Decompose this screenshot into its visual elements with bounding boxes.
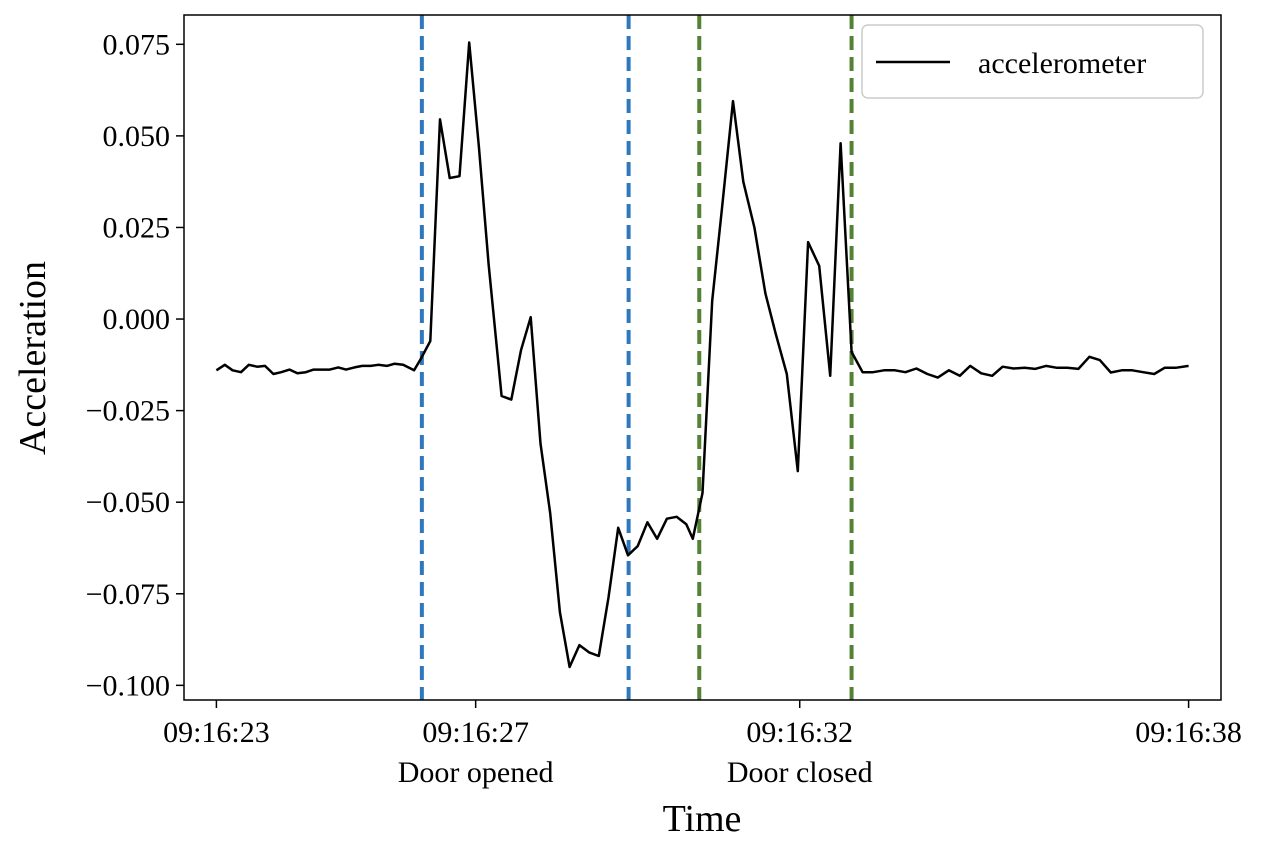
y-axis: 0.075 0.050 0.025 0.000 −0.025 −0.050 −0.075 −0…	[86, 28, 184, 702]
x-tick-label: 09:16:38	[1135, 716, 1242, 749]
series-layer	[215, 41, 1189, 669]
y-tick-label: 0.075	[103, 28, 171, 61]
x-axis-title: Time	[663, 798, 742, 840]
y-axis-title: Acceleration	[12, 261, 54, 455]
x-axis: 09:16:23 09:16:27 09:16:32 09:16:38	[163, 700, 1242, 749]
legend: accelerometer	[861, 24, 1204, 99]
y-tick-label: 0.000	[103, 303, 171, 336]
y-tick-label: −0.050	[86, 486, 170, 519]
plot-frame	[183, 14, 1222, 701]
event-label-2: Door closed	[727, 756, 873, 789]
event-label-1: Door opened	[398, 756, 554, 789]
y-tick-label: −0.075	[86, 578, 170, 611]
x-tick-label: 09:16:32	[746, 716, 853, 749]
x-tick-label: 09:16:27	[422, 716, 529, 749]
series-line-accelerometer	[215, 41, 1189, 669]
legend-label: accelerometer	[978, 47, 1146, 80]
legend-box	[861, 24, 1204, 99]
y-tick-label: 0.025	[103, 211, 171, 244]
y-tick-label: 0.050	[103, 120, 171, 153]
x-tick-label: 09:16:23	[163, 716, 270, 749]
y-tick-label: −0.100	[86, 669, 170, 702]
event-labels: Door opened Door closed	[398, 756, 873, 789]
y-tick-label: −0.025	[86, 395, 170, 428]
event-markers	[419, 15, 854, 700]
